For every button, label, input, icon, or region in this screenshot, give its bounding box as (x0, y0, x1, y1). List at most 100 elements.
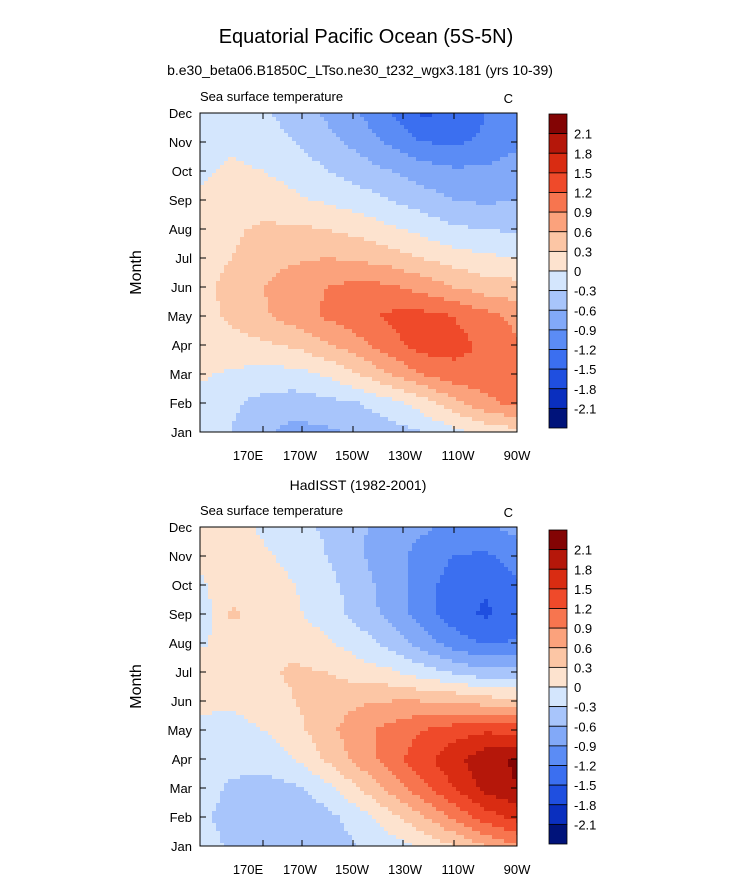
heatmap-cell (212, 309, 217, 314)
heatmap-cell (468, 193, 473, 198)
heatmap-cell (460, 133, 465, 138)
heatmap-cell (472, 313, 477, 318)
heatmap-cell (380, 161, 385, 166)
heatmap-cell (240, 305, 245, 310)
heatmap-cell (456, 145, 461, 150)
heatmap-cell (396, 253, 401, 258)
heatmap-cell (456, 209, 461, 214)
heatmap-cell (424, 221, 429, 226)
heatmap-cell (300, 229, 305, 234)
heatmap-cell (396, 237, 401, 242)
heatmap-cell (472, 329, 477, 334)
heatmap-cell (488, 341, 493, 346)
heatmap-cell (412, 233, 417, 238)
heatmap-cell (504, 209, 509, 214)
heatmap-cell (252, 289, 257, 294)
heatmap-cell (336, 293, 341, 298)
heatmap-cell (432, 173, 437, 178)
panel2-label: HadISST (1982-2001) (290, 477, 427, 493)
heatmap-cell (332, 277, 337, 282)
heatmap-cell (220, 173, 225, 178)
heatmap-cell (328, 185, 333, 190)
heatmap-cell (280, 277, 285, 282)
heatmap-cell (332, 149, 337, 154)
heatmap-cell (244, 277, 249, 282)
heatmap-cell (348, 213, 353, 218)
heatmap-cell (412, 169, 417, 174)
heatmap-cell (200, 253, 205, 258)
heatmap-cell (204, 165, 209, 170)
heatmap-cell (264, 333, 269, 338)
heatmap-cell (260, 113, 265, 118)
heatmap-cell (236, 153, 241, 158)
heatmap-cell (372, 301, 377, 306)
heatmap-cell (344, 137, 349, 142)
heatmap-cell (276, 161, 281, 166)
heatmap-cell (496, 193, 501, 198)
heatmap-cell (316, 217, 321, 222)
heatmap-cell (324, 209, 329, 214)
heatmap-cell (236, 169, 241, 174)
heatmap-cell (444, 129, 449, 134)
heatmap-cell (228, 125, 233, 130)
heatmap-cell (344, 217, 349, 222)
heatmap-cell (412, 285, 417, 290)
heatmap-cell (400, 145, 405, 150)
heatmap-cell (468, 289, 473, 294)
heatmap-cell (484, 281, 489, 286)
heatmap-field (200, 113, 518, 433)
heatmap-cell (272, 325, 277, 330)
heatmap-cell (480, 189, 485, 194)
heatmap-cell (284, 257, 289, 262)
heatmap-cell (252, 201, 257, 206)
heatmap-cell (240, 157, 245, 162)
heatmap-cell (200, 205, 205, 210)
heatmap-cell (212, 189, 217, 194)
heatmap-cell (276, 269, 281, 274)
heatmap-cell (456, 149, 461, 154)
heatmap-cell (384, 305, 389, 310)
heatmap-cell (424, 305, 429, 310)
heatmap-cell (492, 289, 497, 294)
heatmap-cell (456, 313, 461, 318)
heatmap-cell (300, 181, 305, 186)
heatmap-cell (404, 165, 409, 170)
heatmap-cell (372, 153, 377, 158)
heatmap-cell (340, 153, 345, 158)
heatmap-cell (228, 337, 233, 342)
heatmap-cell (452, 185, 457, 190)
heatmap-cell (432, 337, 437, 342)
heatmap-cell (392, 285, 397, 290)
heatmap-cell (256, 173, 261, 178)
heatmap-cell (392, 125, 397, 130)
heatmap-cell (200, 197, 205, 202)
heatmap-cell (448, 233, 453, 238)
heatmap-cell (500, 281, 505, 286)
heatmap-cell (440, 229, 445, 234)
heatmap-cell (368, 253, 373, 258)
heatmap-cell (320, 237, 325, 242)
heatmap-cell (348, 221, 353, 226)
heatmap-cell (232, 285, 237, 290)
heatmap-cell (496, 257, 501, 262)
heatmap-cell (296, 169, 301, 174)
heatmap-cell (212, 341, 217, 346)
heatmap-cell (296, 149, 301, 154)
heatmap-cell (412, 205, 417, 210)
heatmap-cell (272, 297, 277, 302)
heatmap-cell (208, 153, 213, 158)
heatmap-cell (244, 289, 249, 294)
heatmap-cell (276, 169, 281, 174)
heatmap-cell (404, 157, 409, 162)
heatmap-cell (312, 213, 317, 218)
heatmap-cell (488, 281, 493, 286)
heatmap-cell (480, 253, 485, 258)
heatmap-cell (324, 177, 329, 182)
heatmap-cell (340, 265, 345, 270)
heatmap-cell (364, 185, 369, 190)
heatmap-cell (500, 301, 505, 306)
heatmap-cell (504, 117, 509, 122)
heatmap-cell (308, 257, 313, 262)
heatmap-cell (380, 241, 385, 246)
heatmap-cell (372, 341, 377, 346)
